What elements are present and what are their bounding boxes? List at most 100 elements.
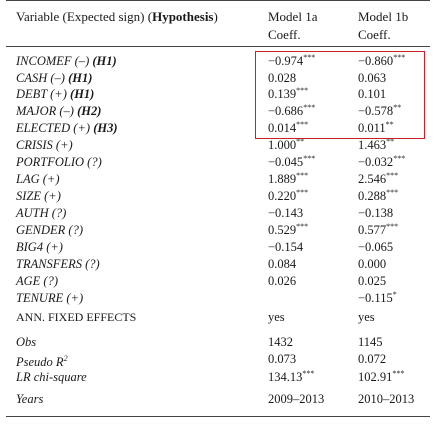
coeff-model-1a: −0.686*** (268, 103, 315, 119)
row-label: DEBT (+) (H1) (16, 86, 94, 102)
coeff-model-1b: 0.025 (358, 273, 386, 289)
coeff-model-1a: −0.154 (268, 239, 303, 255)
significance-stars: *** (303, 103, 316, 112)
value-text: 2.546 (358, 172, 387, 186)
significance-stars: *** (386, 171, 399, 180)
coeff-model-1a: 0.014*** (268, 120, 308, 136)
variable-name: ANN. FIXED EFFECTS (16, 310, 137, 324)
hypothesis-tag: (H1) (70, 87, 95, 101)
significance-stars: *** (393, 53, 406, 62)
coeff-model-1b: 0.063 (358, 70, 386, 86)
value-text: 1.000 (268, 138, 297, 152)
years-label: Years (16, 392, 44, 406)
coeff-model-1a: 0.220*** (268, 188, 308, 204)
row-label: LAG (+) (16, 171, 60, 187)
significance-stars: *** (296, 188, 309, 197)
significance-stars: *** (296, 222, 309, 231)
value-text: 0.101 (358, 87, 387, 101)
stat-superscript: 2 (63, 354, 68, 363)
coeff-model-1a: 0.084 (268, 256, 296, 272)
coeff-model-1a: 1.000** (268, 137, 304, 153)
hypothesis-tag: (H1) (68, 71, 93, 85)
header-variable: Variable (Expected sign) (Hypothesis) (16, 9, 218, 24)
value-text: −0.138 (358, 206, 394, 220)
significance-stars: *** (296, 171, 309, 180)
value-text: −0.143 (268, 206, 304, 220)
coeff-model-1a: −0.143 (268, 205, 303, 221)
value-text: 0.026 (268, 274, 297, 288)
stat-name: Pseudo R (16, 355, 64, 369)
coeff-model-1a: 0.529*** (268, 222, 308, 238)
table-bottom-rule (6, 416, 430, 417)
coeff-model-1b: 0.577*** (358, 222, 398, 238)
coeff-model-1b: −0.065 (358, 239, 393, 255)
row-label: CASH (–) (H1) (16, 70, 92, 86)
significance-stars: *** (302, 369, 315, 378)
row-label: ANN. FIXED EFFECTS (16, 309, 136, 325)
stat-label: LR chi-square (16, 369, 87, 385)
coeff-model-1b: yes (358, 309, 375, 325)
coeff-model-1a: 1.889*** (268, 171, 308, 187)
stat-label: Obs (16, 334, 36, 350)
header-coeff-1a: Coeff. (268, 27, 301, 42)
hypothesis-tag: (H1) (92, 54, 117, 68)
coeff-model-1a: yes (268, 309, 285, 325)
value-text: −0.974 (268, 54, 304, 68)
variable-name: LAG (+) (16, 172, 60, 186)
coeff-model-1b: −0.032*** (358, 154, 405, 170)
header-bottom-rule (6, 46, 430, 47)
value-text: yes (358, 310, 375, 324)
value-text: −0.686 (268, 104, 304, 118)
variable-name: AGE (?) (16, 274, 58, 288)
value-text: 1.463 (358, 138, 387, 152)
value-text: yes (268, 310, 285, 324)
value-text: 0.220 (268, 189, 297, 203)
coeff-model-1b: −0.578** (358, 103, 401, 119)
stat-label: Pseudo R2 (16, 351, 68, 370)
stat-model-1b: 1145 (358, 334, 383, 350)
variable-name: INCOMEF (–) (16, 54, 93, 68)
value-text: −0.115 (358, 291, 393, 305)
value-text: −0.860 (358, 54, 394, 68)
value-text: 1.889 (268, 172, 297, 186)
significance-stars: *** (386, 222, 399, 231)
variable-name: MAJOR (–) (16, 104, 78, 118)
coeff-model-1b: −0.860*** (358, 53, 405, 69)
value-text: 1432 (268, 335, 293, 349)
years-model-1a: 2009–2013 (268, 392, 325, 406)
stat-model-1b: 0.072 (358, 351, 386, 367)
coeff-model-1b: −0.115* (358, 290, 397, 306)
coeff-model-1a: 0.028 (268, 70, 296, 86)
coeff-model-1b: 0.101 (358, 86, 386, 102)
value-text: 0.577 (358, 223, 387, 237)
stat-model-1a: 0.073 (268, 351, 296, 367)
value-text: 0.025 (358, 274, 387, 288)
coeff-model-1a: 0.139*** (268, 86, 308, 102)
row-label: AUTH (?) (16, 205, 66, 221)
header-model-1a: Model 1a (268, 9, 318, 24)
stat-name: LR chi-square (16, 370, 87, 384)
coeff-model-1b: 1.463** (358, 137, 394, 153)
value-text: 102.91 (358, 370, 393, 384)
row-label: MAJOR (–) (H2) (16, 103, 101, 119)
variable-name: TENURE (+) (16, 291, 84, 305)
significance-stars: *** (303, 154, 316, 163)
significance-stars: *** (386, 188, 399, 197)
variable-name: TRANSFERS (?) (16, 257, 100, 271)
coeff-model-1b: 2.546*** (358, 171, 398, 187)
table-top-rule (6, 0, 430, 1)
hypothesis-tag: (H3) (93, 121, 118, 135)
variable-name: DEBT (+) (16, 87, 71, 101)
significance-stars: ** (296, 137, 305, 146)
row-label: CRISIS (+) (16, 137, 73, 153)
value-text: 0.014 (268, 121, 297, 135)
significance-stars: *** (392, 369, 405, 378)
value-text: 1145 (358, 335, 383, 349)
value-text: −0.578 (358, 104, 394, 118)
row-label: PORTFOLIO (?) (16, 154, 102, 170)
significance-stars: *** (296, 86, 309, 95)
variable-name: AUTH (?) (16, 206, 67, 220)
value-text: −0.065 (358, 240, 394, 254)
significance-stars: *** (296, 120, 309, 129)
